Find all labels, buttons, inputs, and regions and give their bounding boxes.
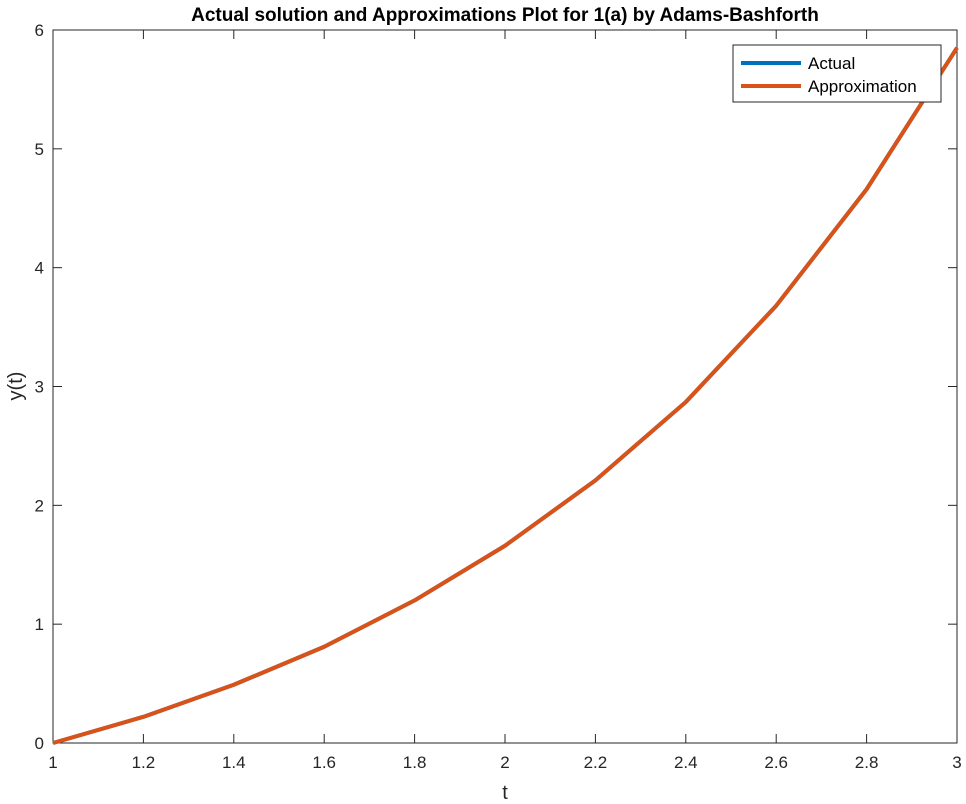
y-tick-label: 2 — [35, 496, 44, 515]
x-tick-labels: 1 1.2 1.4 1.6 1.8 2 2.2 2.4 2.6 2.8 3 — [48, 753, 961, 772]
legend-box — [732, 44, 942, 103]
x-tick-label: 3 — [952, 753, 961, 772]
y-tick-label: 1 — [35, 615, 44, 634]
legend-label-approximation: Approximation — [808, 77, 917, 96]
x-tick-label: 1.4 — [222, 753, 246, 772]
y-tick-label: 0 — [35, 734, 44, 753]
tick-marks — [52, 29, 958, 744]
x-tick-label: 1.2 — [132, 753, 156, 772]
x-tick-label: 2 — [500, 753, 509, 772]
chart-title: Actual solution and Approximations Plot … — [191, 5, 819, 26]
x-axis-label: t — [502, 782, 508, 804]
y-tick-label: 4 — [35, 259, 44, 278]
y-tick-labels: 0 1 2 3 4 5 6 — [35, 21, 44, 753]
series-lines — [52, 46, 959, 745]
y-tick-label: 6 — [35, 21, 44, 40]
x-tick-label: 1.6 — [312, 753, 336, 772]
x-tick-label: 2.8 — [855, 753, 879, 772]
axes-box — [52, 29, 958, 744]
x-tick-label: 2.2 — [584, 753, 608, 772]
legend-label-actual: Actual — [808, 54, 855, 73]
y-axis-label: y(t) — [5, 372, 27, 401]
series-line-approximation — [52, 46, 959, 745]
x-tick-label: 1 — [48, 753, 57, 772]
legend: Actual Approximation — [732, 44, 942, 103]
y-tick-label: 3 — [35, 378, 44, 397]
x-tick-label: 1.8 — [403, 753, 427, 772]
x-tick-label: 2.4 — [674, 753, 698, 772]
x-tick-label: 2.6 — [764, 753, 788, 772]
y-tick-label: 5 — [35, 140, 44, 159]
